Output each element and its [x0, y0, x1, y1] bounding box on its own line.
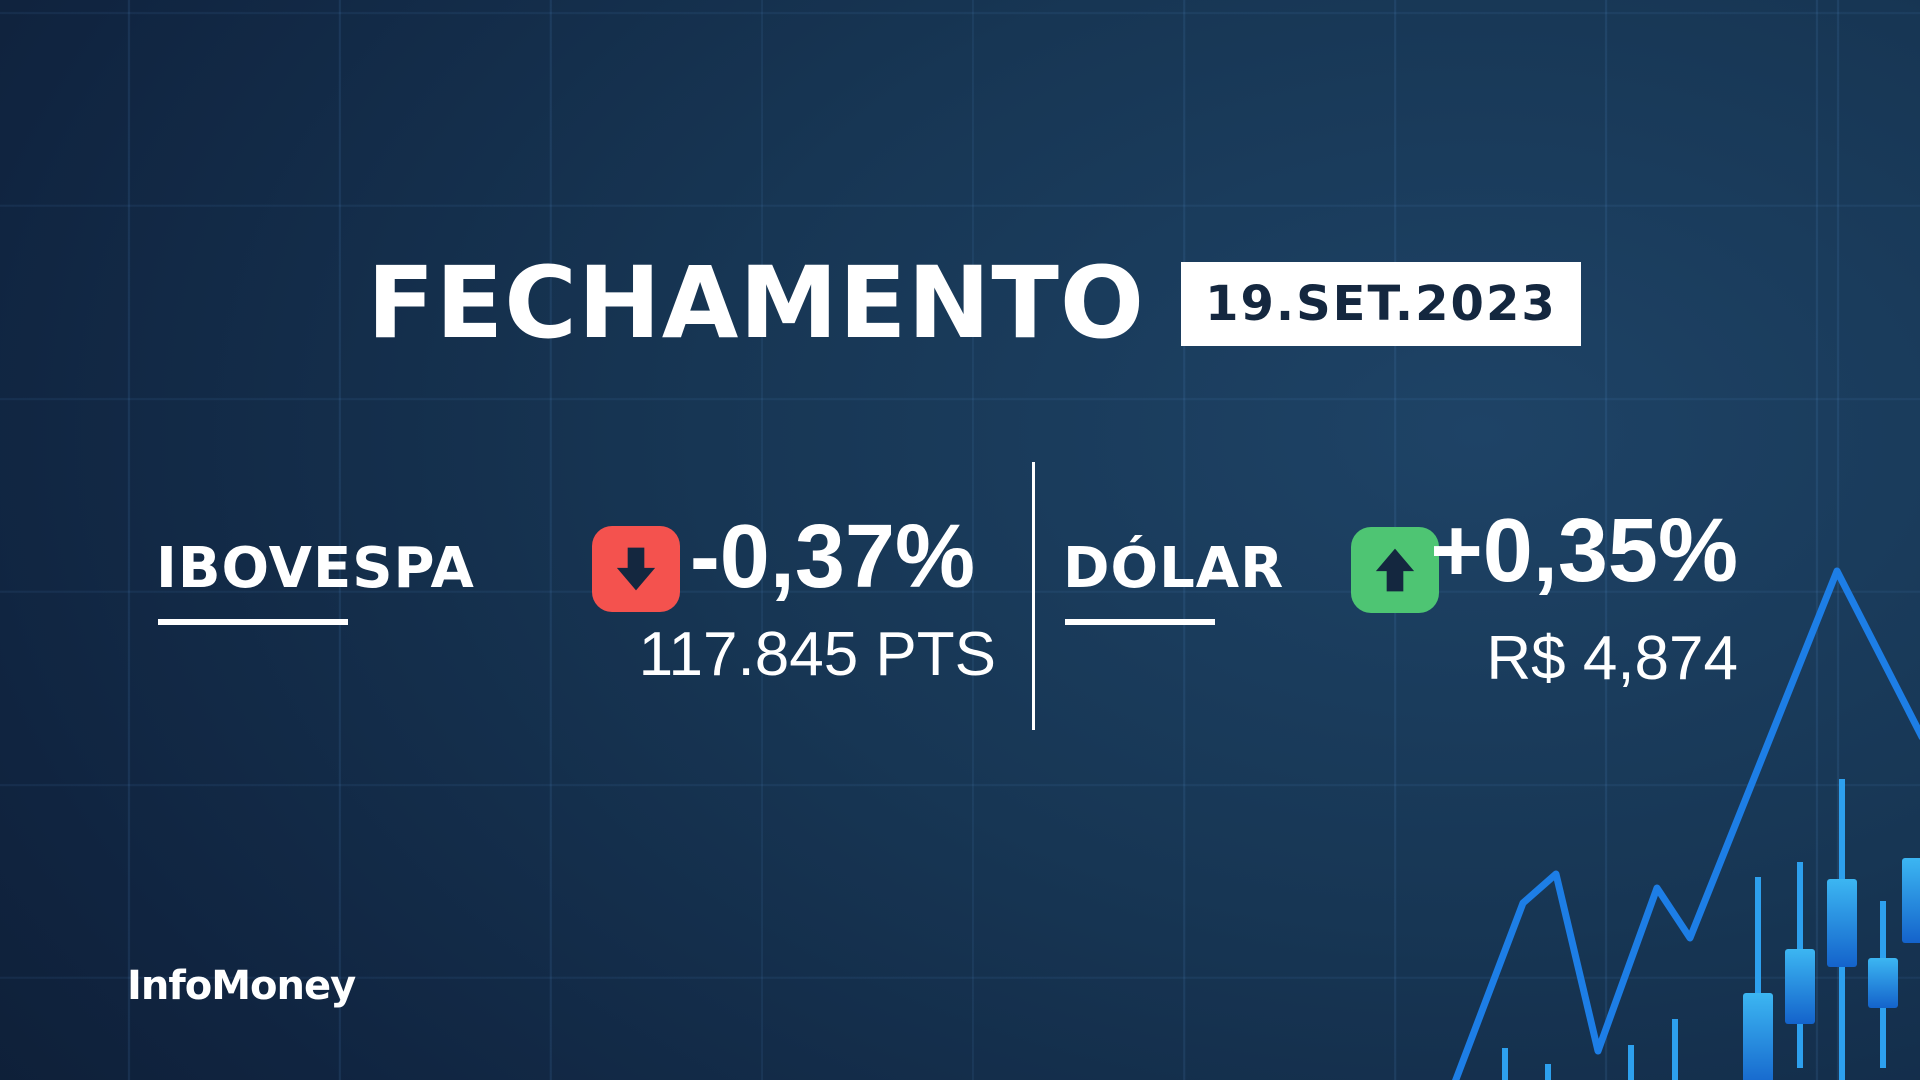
infomoney-logo: InfoMoney [127, 963, 356, 1009]
date-badge: 19.SET.2023 [1181, 261, 1581, 346]
section-divider [1032, 462, 1035, 730]
ibovespa-underline [158, 619, 348, 625]
dolar-underline [1065, 619, 1215, 625]
dolar-label: DÓLAR [1063, 536, 1285, 601]
ibovespa-points: 117.845 PTS [638, 620, 996, 689]
header: FECHAMENTO 19.SET.2023 [367, 254, 1581, 353]
ibovespa-label: IBOVESPA [156, 536, 475, 601]
dolar-change: +0,35% [1430, 501, 1738, 601]
dolar-price: R$ 4,874 [1486, 624, 1738, 693]
page-title: FECHAMENTO [367, 246, 1146, 361]
arrow-up-icon [1351, 527, 1439, 613]
ibovespa-change: -0,37% [689, 507, 975, 607]
date-badge-label: 19.SET.2023 [1205, 275, 1557, 332]
arrow-down-icon [592, 526, 680, 612]
